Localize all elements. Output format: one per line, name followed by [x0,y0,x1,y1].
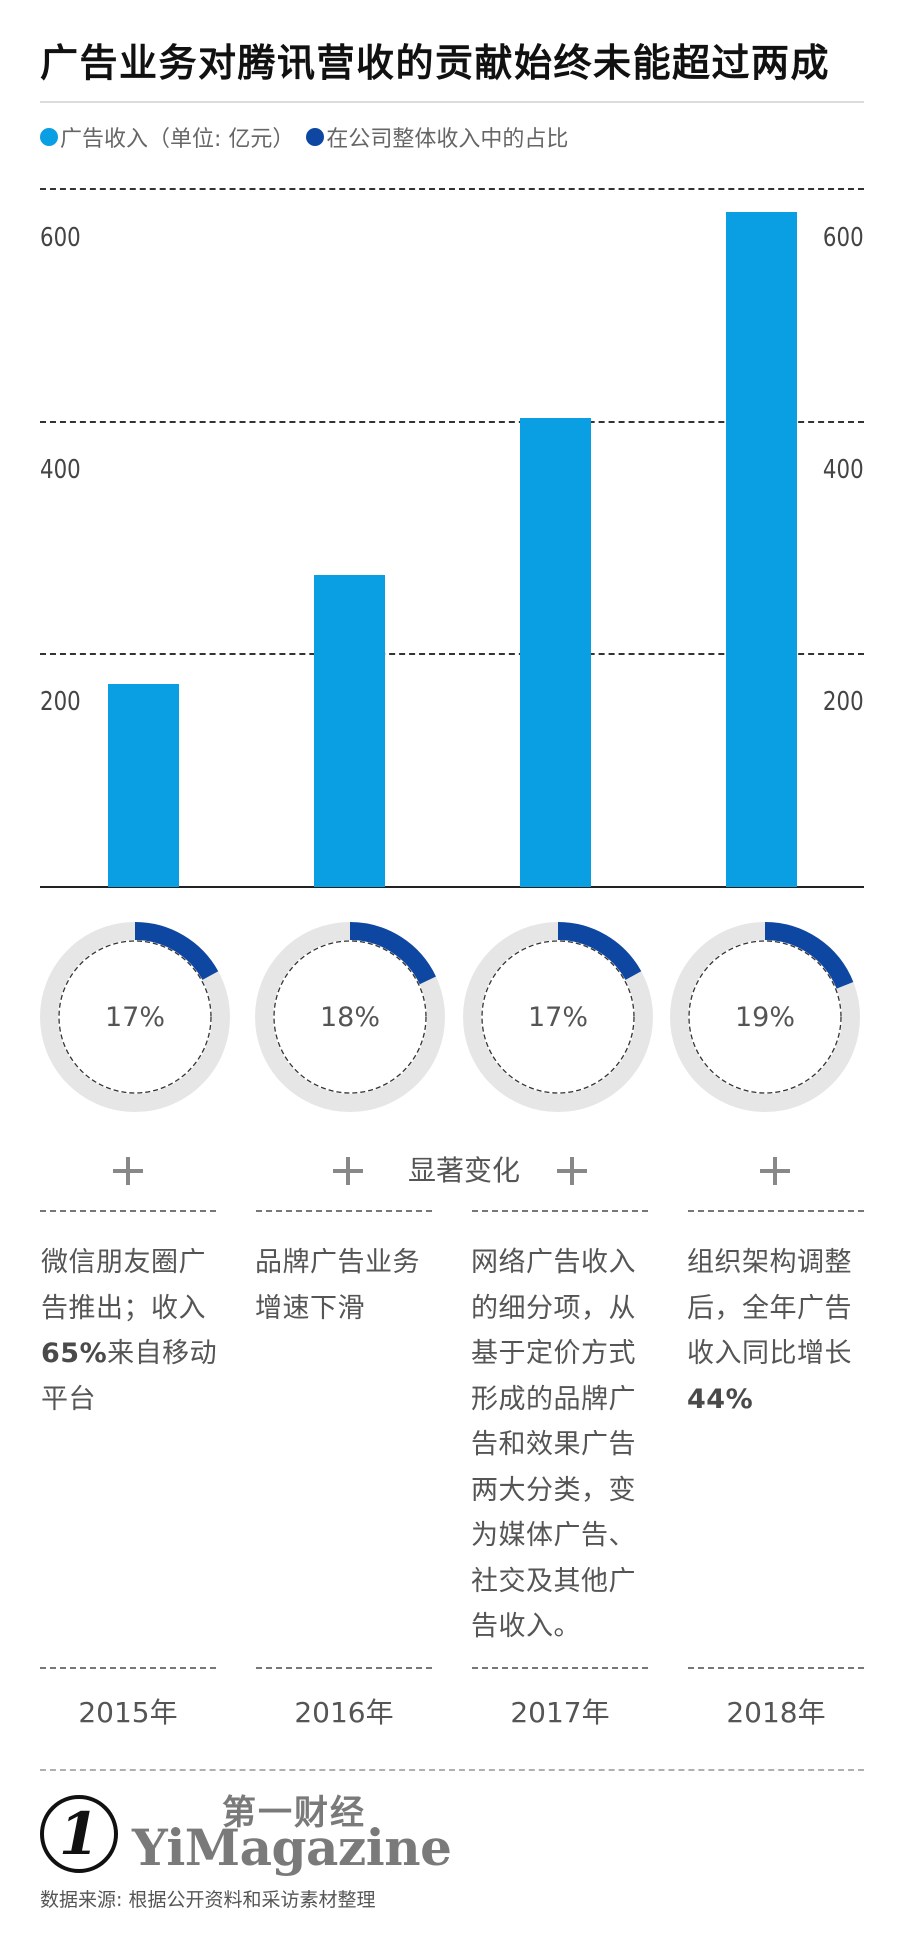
legend-dot-light-blue-icon [40,128,58,146]
gridline-600 [40,188,864,190]
legend-dot-dark-blue-icon [306,128,325,146]
donut-ring-icon [40,922,230,1112]
year-label-2016: 2016年 [294,1696,394,1729]
note-2015: 微信朋友圈广告推出；收入 65%来自移动平台 [41,1240,223,1422]
column-divider [688,1210,864,1212]
plus-icon [557,1157,587,1185]
year-label-2018: 2018年 [726,1696,826,1729]
note-highlight: 44% [687,1383,754,1415]
share-percent: 19% [734,1001,795,1033]
donut-ring-icon [670,922,860,1112]
note-2017: 网络广告收入的细分项，从基于定价方式形成的品牌广告和效果广告两大分类，变为媒体广… [471,1240,653,1650]
legend: 广告收入（单位: 亿元） 在公司整体收入中的占比 [40,121,580,153]
note-text: 品牌广告业务增速下滑 [255,1247,420,1324]
legend-item-share: 在公司整体收入中的占比 [306,121,568,153]
column-divider [472,1667,648,1669]
yimagazine-logo-icon: 1 [40,1795,118,1873]
note-text: 网络广告收入的细分项，从基于定价方式形成的品牌广告和效果广告两大分类，变为媒体广… [471,1247,636,1642]
footer-divider [40,1769,864,1771]
donut-ring-icon [463,922,653,1112]
plus-icon [113,1157,143,1185]
plus-icon [760,1157,790,1185]
share-percent: 17% [104,1001,165,1033]
donut-2018: 19% [670,922,860,1112]
plus-icon [333,1157,363,1185]
bar-2015 [108,684,179,887]
legend-item-ad-revenue: 广告收入（单位: 亿元） [40,121,294,153]
data-source-note: 数据来源: 根据公开资料和采访素材整理 [40,1889,376,1911]
column-divider [40,1667,216,1669]
donut-2015: 17% [40,922,230,1112]
donut-2016: 18% [255,922,445,1112]
column-divider [256,1210,432,1212]
y-tick-left-200: 200 [40,687,81,717]
y-tick-right-400: 400 [823,455,864,485]
share-percent: 18% [319,1001,380,1033]
note-text: 微信朋友圈广告推出；收入 [41,1247,206,1324]
legend-label: 在公司整体收入中的占比 [326,127,569,152]
gridline-400 [40,421,864,423]
y-tick-right-600: 600 [823,223,864,253]
note-2018: 组织架构调整后，全年广告收入同比增长 44% [687,1240,869,1422]
year-label-2017: 2017年 [510,1696,610,1729]
donut-ring-icon [255,922,445,1112]
note-text: 来自移动平台 [41,1338,218,1415]
column-divider [472,1210,648,1212]
column-divider [688,1667,864,1669]
significant-changes-label: 显著变化 [408,1154,521,1187]
x-axis-baseline [40,886,864,888]
brand-name-cn: 第一财经 [222,1793,366,1833]
y-tick-left-400: 400 [40,455,81,485]
note-text: 组织架构调整后，全年广告收入同比增长 [687,1247,852,1369]
bar-2018 [726,212,797,887]
y-tick-right-200: 200 [823,687,864,717]
column-divider [256,1667,432,1669]
gridline-200 [40,653,864,655]
note-2016: 品牌广告业务增速下滑 [255,1240,437,1331]
legend-label: 广告收入（单位: 亿元） [60,127,295,152]
page-title: 广告业务对腾讯营收的贡献始终未能超过两成 [40,41,831,85]
bar-2017 [520,418,591,887]
y-tick-left-600: 600 [40,223,81,253]
year-label-2015: 2015年 [78,1696,178,1729]
column-divider [40,1210,216,1212]
share-percent: 17% [527,1001,588,1033]
bar-2016 [314,575,385,887]
title-divider [40,101,864,103]
note-highlight: 65% [41,1338,108,1369]
brand-name-en: YiMagazine [132,1818,452,1877]
donut-2017: 17% [463,922,653,1112]
logo-mark: 1 [58,1800,100,1868]
